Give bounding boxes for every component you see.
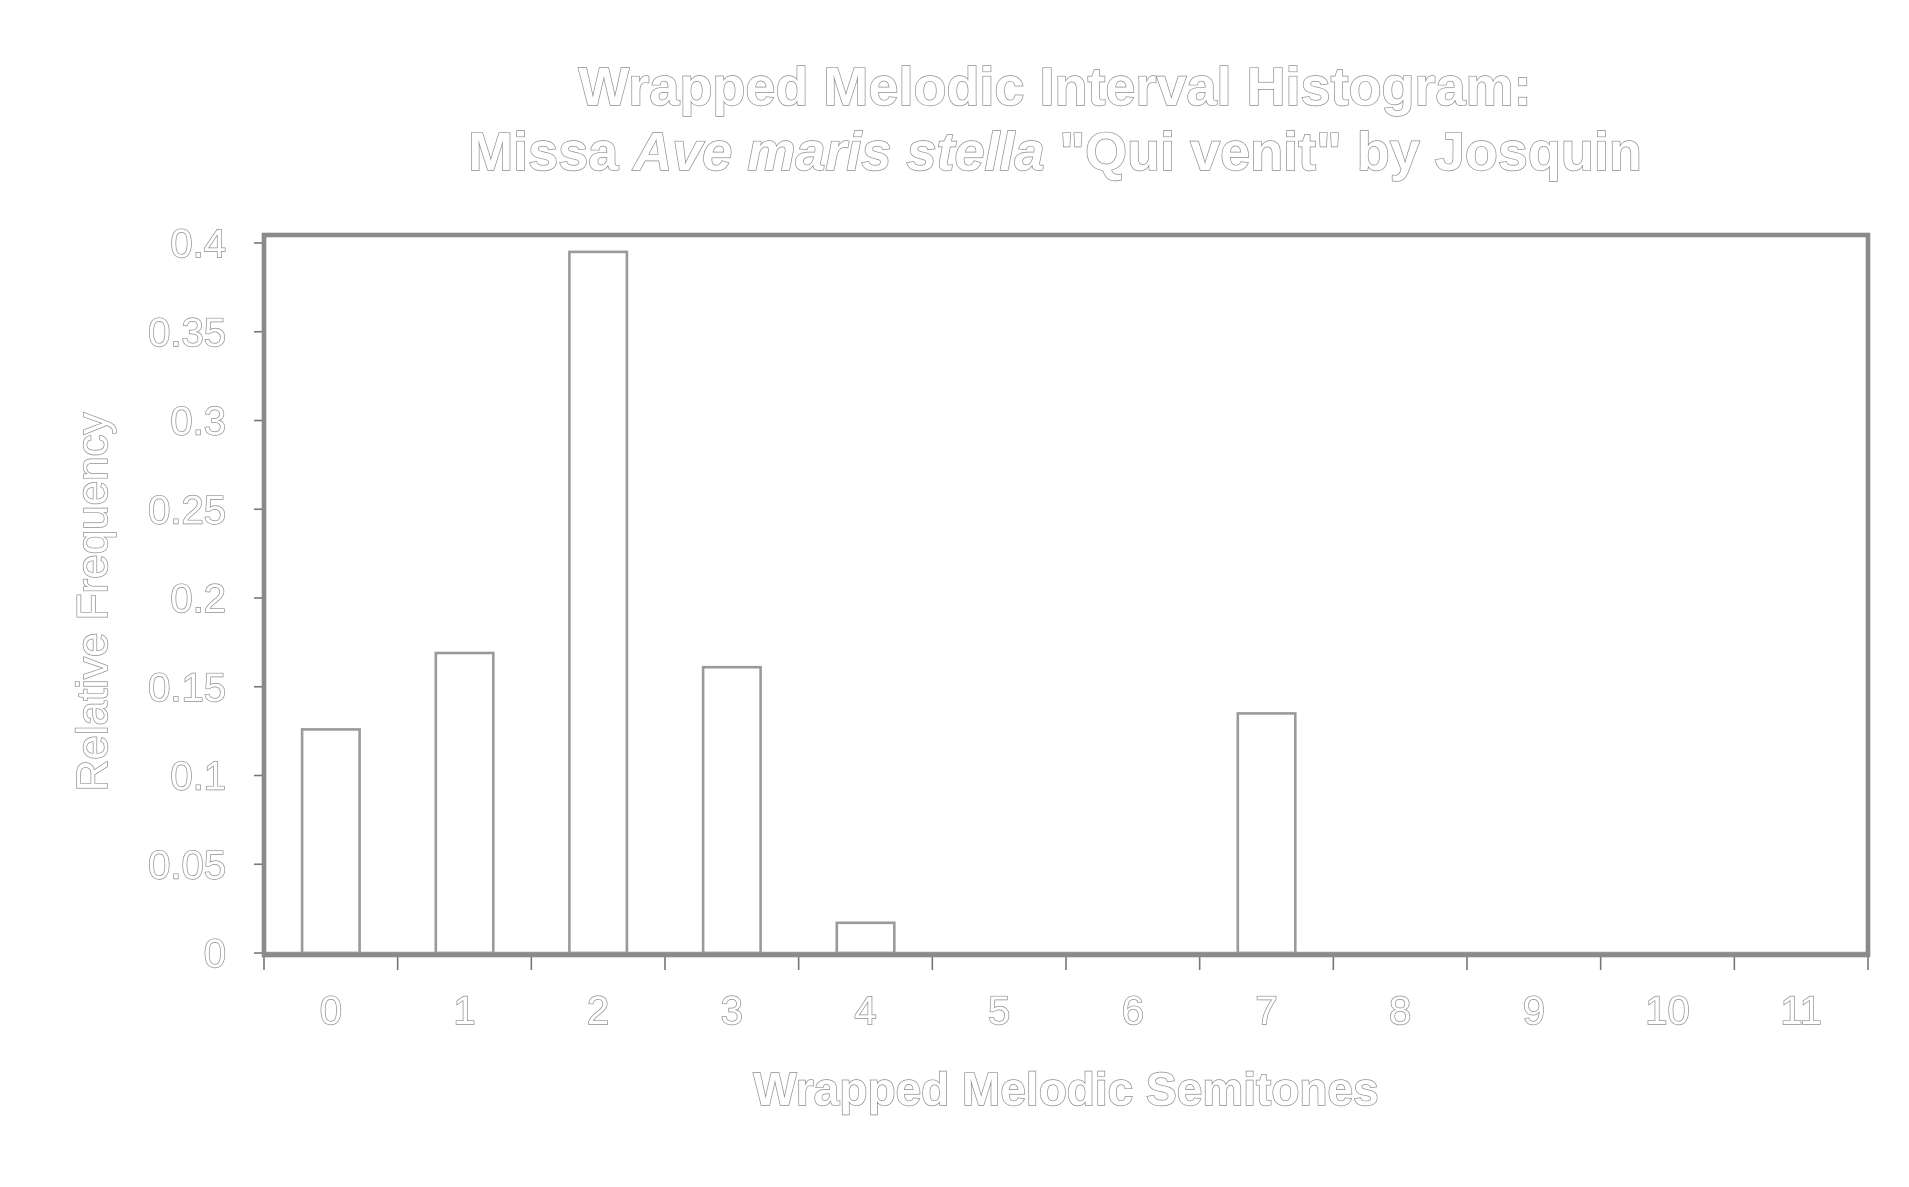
x-axis-title: Wrapped Melodic Semitones [753,1063,1378,1115]
bar-0 [300,728,361,955]
x-tick-label-4: 4 [854,989,876,1033]
y-tick-label: 0.25 [148,488,226,532]
x-tick-label-1: 1 [453,989,475,1033]
bars-group [264,250,1868,955]
y-tick-label: 0.05 [148,843,226,887]
y-tick-label: 0.15 [148,666,226,710]
chart-title-line-1: Wrapped Melodic Interval Histogram: [578,57,1531,117]
x-tick-label-5: 5 [988,989,1010,1033]
bar-2 [568,250,629,955]
x-tick-label-11: 11 [1780,989,1822,1033]
bar-4 [835,921,896,955]
x-tick-label-9: 9 [1523,989,1545,1033]
y-axis-title: Relative Frequency [68,412,117,791]
bar-3 [701,665,762,955]
chart-title-line-2: Missa Ave maris stella "Qui venit" by Jo… [468,122,1642,182]
x-tick-label-8: 8 [1389,989,1411,1033]
y-tick-label: 0.4 [170,222,226,266]
y-tick-label: 0.2 [170,577,226,621]
title-part-suffix: "Qui venit" by Josquin [1045,122,1642,182]
x-axis: 0 1 2 3 4 5 6 7 8 9 10 11 [263,957,1869,1034]
x-tick-label-0: 0 [320,989,342,1033]
bar-1 [434,651,495,955]
x-tick-label-10: 10 [1645,989,1690,1033]
plot-frame [261,232,1871,958]
title-part-work: Ave maris stella [631,122,1044,182]
x-tick-label-2: 2 [587,989,609,1033]
x-tick-label-6: 6 [1122,989,1144,1033]
y-tick-label: 0 [204,932,226,976]
title-part-prefix: Missa [468,122,633,182]
y-tick-label: 0.35 [148,311,226,355]
bar-7 [1236,712,1297,955]
x-tick-label-7: 7 [1255,989,1277,1033]
x-tick-label-3: 3 [721,989,743,1033]
y-tick-label: 0.3 [170,400,226,444]
y-axis: 0 0.05 0.1 0.15 0.2 0.25 0.3 0.35 0.4 [147,221,262,977]
y-tick-label: 0.1 [170,755,226,799]
